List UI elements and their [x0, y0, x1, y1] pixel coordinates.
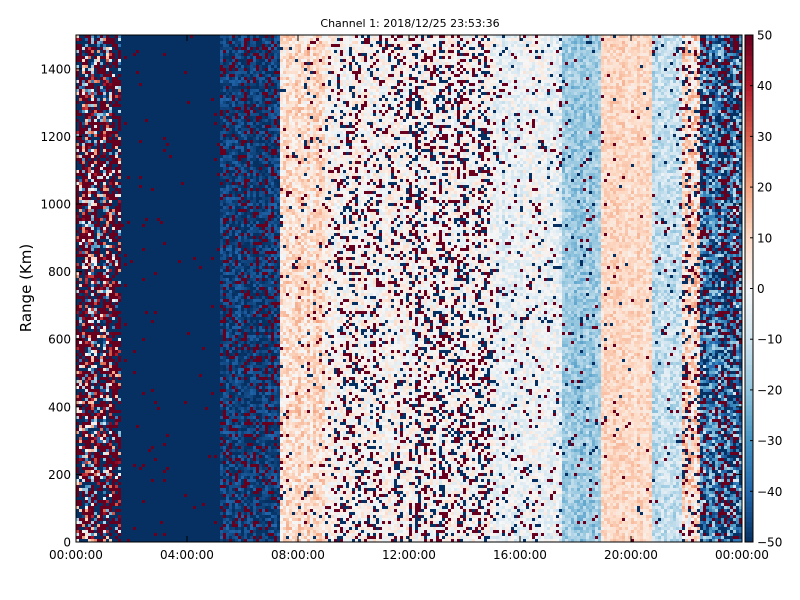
y-tick-label: 800: [48, 265, 71, 279]
colorbar-tick-label: 10: [757, 231, 772, 245]
colorbar-tick-label: −50: [757, 536, 782, 550]
x-tick-label: 00:00:00: [49, 548, 103, 562]
x-tick-label: 20:00:00: [604, 548, 658, 562]
y-axis-label: Range (Km): [17, 244, 35, 332]
colorbar-tick-label: −40: [757, 485, 782, 499]
colorbar-tick-label: −10: [757, 333, 782, 347]
colorbar-tick-label: −20: [757, 383, 782, 397]
x-tick-label: 00:00:00: [715, 548, 769, 562]
colorbar-tick-label: 40: [757, 79, 772, 93]
y-tick-label: 400: [48, 400, 71, 414]
heatmap-cells: [76, 35, 742, 542]
y-tick-label: 1200: [40, 130, 71, 144]
y-tick-label: 0: [63, 536, 71, 550]
x-tick-label: 08:00:00: [271, 548, 325, 562]
x-tick-label: 12:00:00: [382, 548, 436, 562]
colorbar-tick-label: 0: [757, 282, 765, 296]
colorbar-tick-label: 30: [757, 130, 772, 144]
y-tick-label: 1400: [40, 62, 71, 76]
chart-title: Channel 1: 2018/12/25 23:53:36: [320, 17, 499, 30]
colorbar-tick-label: 20: [757, 181, 772, 195]
colorbar-tick-label: −30: [757, 434, 782, 448]
y-tick-label: 600: [48, 333, 71, 347]
y-tick-label: 1000: [40, 198, 71, 212]
colorbar-tick-label: 50: [757, 29, 772, 43]
x-tick-label: 16:00:00: [493, 548, 547, 562]
x-tick-label: 04:00:00: [160, 548, 214, 562]
y-tick-label: 200: [48, 468, 71, 482]
